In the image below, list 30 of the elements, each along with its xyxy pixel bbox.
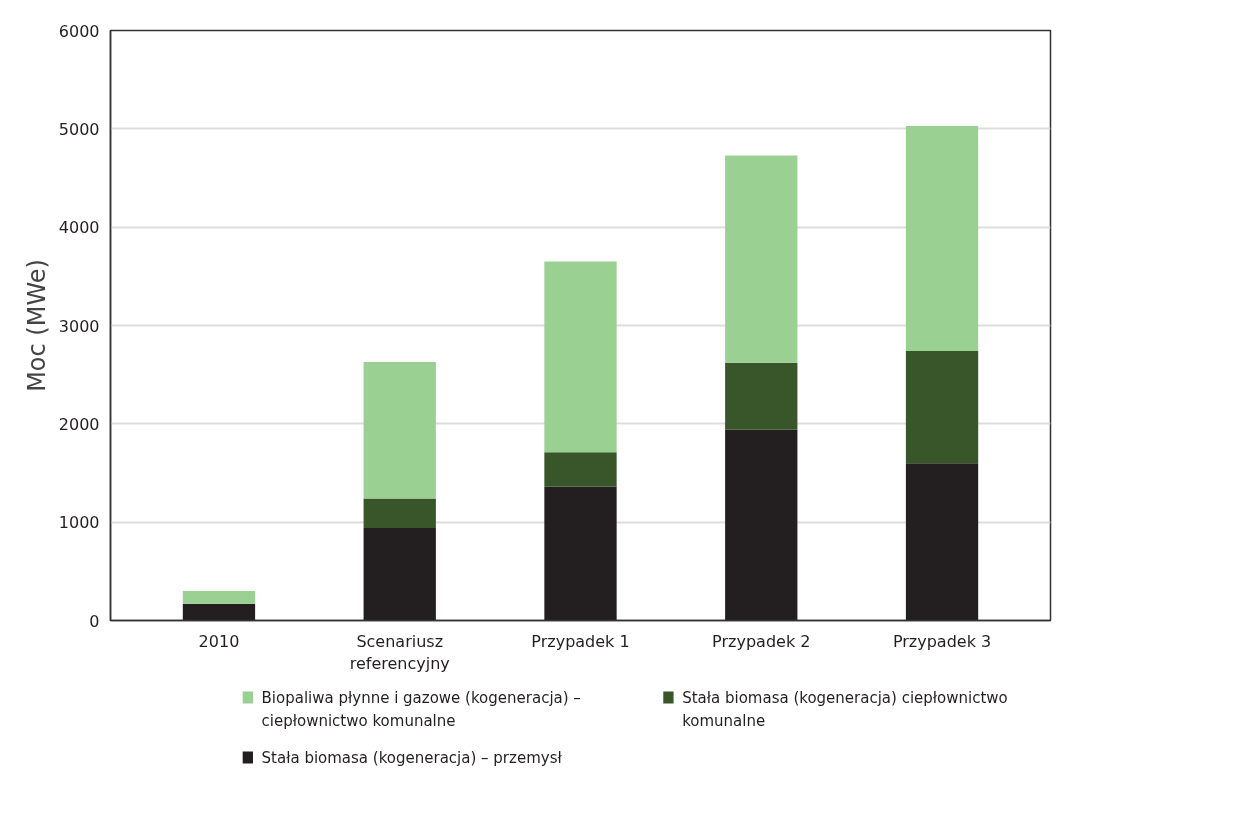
legend-label: Biopaliwa płynne i gazowe (kogeneracja) – ciepłownictwo komunalne — [261, 688, 581, 730]
y-tick-label: 2000 — [58, 414, 100, 434]
bar — [544, 486, 617, 621]
y-tick-label: 0 — [89, 611, 100, 631]
bar — [363, 498, 436, 529]
x-tick-label: Przypadek 3 — [892, 631, 992, 651]
bar — [905, 125, 979, 352]
bar — [544, 452, 617, 487]
legend-label: Stała biomasa (kogeneracja) ciepłownictwo komunalne — [682, 688, 1008, 730]
x-tick-label: Przypadek 2 — [712, 631, 811, 651]
legend-label: Stała biomasa (kogeneracja) – przemysł — [261, 748, 563, 767]
bar — [725, 362, 798, 430]
y-axis-title: Moc (MWe) — [22, 259, 51, 392]
y-tick-label: 3000 — [58, 316, 100, 336]
y-tick-label: 1000 — [58, 513, 100, 533]
bar — [725, 429, 798, 621]
x-tick-label: Scenariusz referencyjny — [349, 631, 450, 674]
x-tick-label: 2010 — [198, 631, 240, 651]
bar — [363, 528, 436, 621]
bar — [905, 351, 979, 464]
bar — [905, 463, 979, 621]
bar — [182, 603, 256, 621]
bar — [544, 261, 617, 453]
y-tick-label: 6000 — [58, 21, 100, 41]
y-tick-label: 4000 — [58, 218, 100, 238]
bar — [182, 591, 256, 604]
bar — [363, 361, 436, 499]
y-tick-label: 5000 — [58, 119, 100, 139]
bar — [725, 155, 798, 363]
x-tick-label: Przypadek 1 — [531, 631, 630, 651]
